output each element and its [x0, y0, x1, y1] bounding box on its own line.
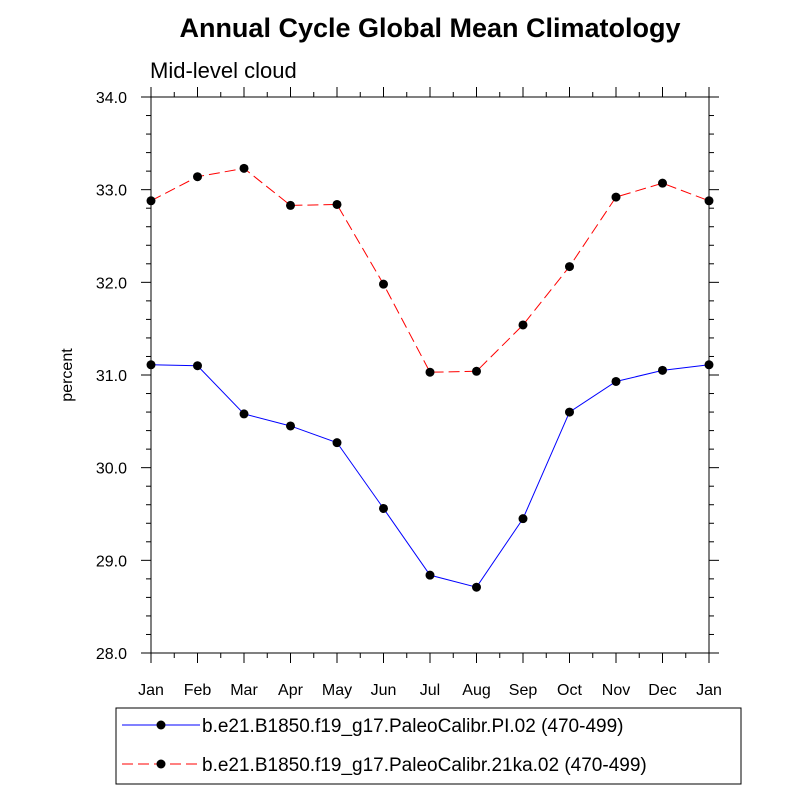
data-point: [704, 196, 714, 206]
data-point: [193, 361, 202, 371]
chart-title: Annual Cycle Global Mean Climatology: [179, 13, 680, 43]
y-tick-label: 32.0: [96, 275, 127, 292]
y-tick-label: 29.0: [96, 553, 127, 570]
data-point: [704, 360, 714, 370]
data-point: [518, 514, 528, 524]
x-tick-label: Nov: [602, 682, 630, 699]
x-tick-label: Sep: [509, 682, 538, 699]
y-tick-label: 33.0: [96, 183, 127, 200]
data-point: [518, 320, 528, 330]
x-tick-label: Dec: [648, 682, 676, 699]
series-layer: [146, 163, 714, 592]
data-point: [332, 199, 342, 209]
y-tick-label: 31.0: [96, 368, 127, 385]
x-tick-label: Jan: [696, 682, 722, 699]
data-point: [332, 438, 342, 448]
legend-swatch-marker-21ka: [156, 759, 166, 769]
data-point: [239, 409, 249, 419]
x-tick-label: Apr: [278, 682, 304, 699]
legend-swatch-marker-pi: [156, 720, 166, 730]
data-point: [239, 163, 249, 173]
x-tick-label: Jul: [420, 682, 440, 699]
x-tick-label: Mar: [230, 682, 258, 699]
legend-box: [115, 707, 742, 785]
data-point: [425, 570, 435, 580]
series-line-1: [150, 167, 710, 373]
data-point: [472, 366, 481, 376]
x-tick-label: Aug: [462, 682, 490, 699]
y-tick-label: 28.0: [96, 646, 127, 663]
data-point: [611, 376, 621, 386]
data-point: [146, 360, 156, 370]
data-point: [611, 192, 621, 202]
x-tick-label: Feb: [184, 682, 212, 699]
data-point: [193, 172, 202, 182]
data-point: [379, 279, 388, 289]
data-point: [146, 196, 156, 206]
legend: b.e21.B1850.f19_g17.PaleoCalibr.PI.02 (4…: [115, 707, 742, 785]
y-axis-ticks: 28.0 29.0 30.0 31.0 32.0 33.0 34.0: [96, 90, 719, 663]
data-point: [286, 421, 295, 431]
x-tick-label: Oct: [557, 682, 582, 699]
y-tick-label: 34.0: [96, 90, 127, 107]
x-tick-label: May: [322, 682, 352, 699]
data-point: [286, 200, 295, 210]
data-point: [658, 365, 667, 375]
series-line-0: [150, 364, 710, 588]
x-axis-ticks: Jan Feb Mar Apr May Jun Jul Aug Sep Oct Nov Dec Jan: [138, 87, 722, 699]
chart-subtitle: Mid-level cloud: [150, 58, 297, 83]
y-tick-label: 30.0: [96, 461, 127, 478]
data-point: [565, 407, 574, 417]
data-point: [472, 582, 481, 592]
data-point: [425, 367, 435, 377]
legend-label-pi: b.e21.B1850.f19_g17.PaleoCalibr.PI.02 (4…: [202, 716, 623, 737]
data-point: [379, 503, 388, 513]
data-point: [658, 178, 667, 188]
x-tick-label: Jun: [371, 682, 397, 699]
legend-label-21ka: b.e21.B1850.f19_g17.PaleoCalibr.21ka.02 …: [202, 755, 647, 776]
data-point: [565, 262, 574, 272]
y-axis-label: percent: [59, 348, 76, 402]
x-tick-label: Jan: [138, 682, 164, 699]
